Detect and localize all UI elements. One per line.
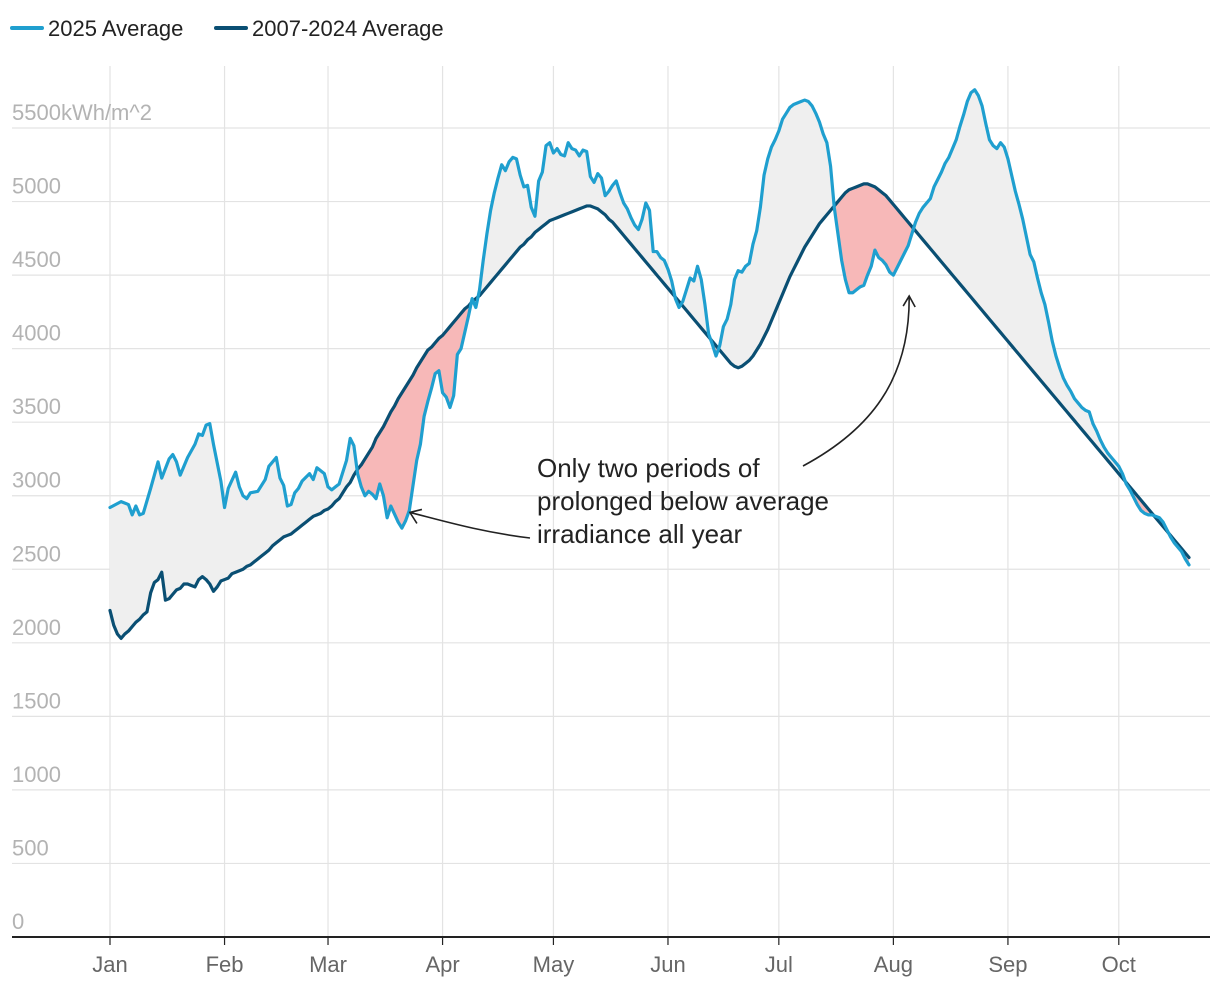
y-tick-label-1500: 1500 xyxy=(12,688,61,713)
annotation-arrowhead-march xyxy=(408,508,423,524)
x-tick-label-jan: Jan xyxy=(92,952,127,977)
difference-fills xyxy=(110,89,1189,639)
series-line-2007-2024 xyxy=(108,182,1191,641)
annotation-arrowhead-august xyxy=(902,294,916,308)
x-tick-label-jul: Jul xyxy=(765,952,793,977)
x-axis: Jan Feb Mar Apr May Jun Jul Aug Sep Oct xyxy=(12,936,1210,977)
grid xyxy=(12,66,1210,937)
below-average-area-1 xyxy=(357,302,472,529)
annotation-line-3: irradiance all year xyxy=(537,519,743,549)
y-tick-label-4500: 4500 xyxy=(12,247,61,272)
y-tick-label-0: 0 xyxy=(12,909,24,934)
x-tick-label-may: May xyxy=(533,952,575,977)
x-tick-label-mar: Mar xyxy=(309,952,347,977)
chart-legend: 2025 Average 2007-2024 Average xyxy=(10,16,444,41)
annotation-line-1: Only two periods of xyxy=(537,453,760,483)
y-tick-label-2500: 2500 xyxy=(12,541,61,566)
legend-label-2007-2024: 2007-2024 Average xyxy=(252,16,444,41)
y-tick-label-4000: 4000 xyxy=(12,321,61,346)
legend-label-2025: 2025 Average xyxy=(48,16,183,41)
x-tick-label-sep: Sep xyxy=(988,952,1027,977)
y-tick-label-5000: 5000 xyxy=(12,174,61,199)
y-axis: 0 500 1000 1500 2000 2500 3000 3500 4000 4500 5000… xyxy=(12,100,152,934)
y-tick-label-5500: 5500kWh/m^2 xyxy=(12,100,152,125)
above-average-area-4 xyxy=(478,142,675,297)
series-line-2025 xyxy=(108,88,1191,567)
x-tick-label-oct: Oct xyxy=(1102,952,1136,977)
annotation-arrow-march xyxy=(409,511,531,539)
y-tick-label-2000: 2000 xyxy=(12,615,61,640)
annotation-arrow-august xyxy=(802,296,910,467)
y-tick-label-3000: 3000 xyxy=(12,468,61,493)
x-tick-label-apr: Apr xyxy=(425,952,459,977)
y-tick-label-500: 500 xyxy=(12,835,49,860)
above-average-area-10 xyxy=(913,89,1126,482)
x-tick-label-aug: Aug xyxy=(874,952,913,977)
x-tick-label-feb: Feb xyxy=(206,952,244,977)
x-tick-label-jun: Jun xyxy=(650,952,685,977)
annotation-line-2: prolonged below average xyxy=(537,486,829,516)
annotation: Only two periods of prolonged below aver… xyxy=(408,294,916,549)
y-tick-label-1000: 1000 xyxy=(12,762,61,787)
below-average-area-9 xyxy=(834,183,914,293)
y-tick-label-3500: 3500 xyxy=(12,394,61,419)
series-lines xyxy=(108,88,1191,641)
above-average-area-8 xyxy=(718,100,835,368)
above-average-area-0 xyxy=(110,423,358,639)
